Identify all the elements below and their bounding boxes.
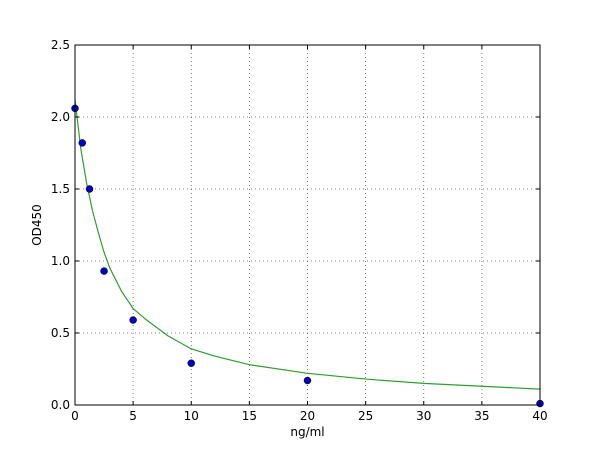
y-tick-label: 1.0 [51,254,70,268]
x-tick-label: 0 [71,409,79,423]
data-point [303,376,312,385]
y-tick-label: 0.5 [51,326,70,340]
x-tick-labels: 0 5 10 15 20 25 30 35 40 [71,409,547,423]
data-point [100,267,108,275]
y-tick-label: 2.0 [51,110,70,124]
x-tick-label: 40 [532,409,547,423]
x-tick-label: 35 [474,409,489,423]
data-point [78,139,87,147]
ticks [74,44,541,406]
data-point [129,316,137,324]
fit-curve-layer [74,99,541,390]
y-tick-label: 2.5 [51,38,70,52]
x-tick-label: 10 [184,409,199,423]
fit-curve [74,99,541,390]
y-tick-labels: 0.0 0.5 1.0 1.5 2.0 2.5 [51,38,70,412]
y-tick-label: 0.0 [51,398,70,412]
x-tick-label: 30 [416,409,431,423]
y-tick-label: 1.5 [51,182,70,196]
x-tick-label: 25 [358,409,373,423]
data-point [85,185,94,193]
grid [75,45,540,405]
x-tick-label: 5 [129,409,137,423]
x-axis-label: ng/ml [290,425,324,439]
x-tick-label: 15 [242,409,257,423]
y-axis-label: OD450 [30,204,44,246]
x-tick-label: 20 [300,409,315,423]
data-point [187,359,195,367]
